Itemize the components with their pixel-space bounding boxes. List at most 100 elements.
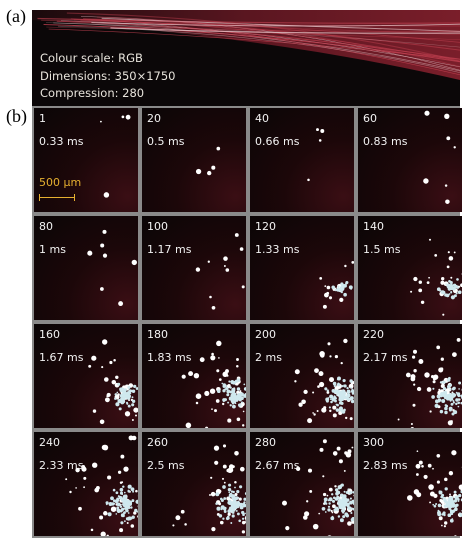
plume-particle [456,278,459,281]
particle [234,492,238,497]
streak-line [91,22,460,27]
plume-particle [446,284,450,288]
streak-line [48,28,460,60]
particle [439,499,443,503]
frame-time: 1.5 ms [363,243,401,256]
particle [446,136,451,141]
plume-particle [239,505,244,510]
plume-particle [451,392,455,395]
particle [294,380,297,383]
frame-image [195,146,221,176]
plume-particle [442,392,446,395]
plume-particle [337,285,340,288]
plume-particle [346,393,351,398]
particle [218,489,222,493]
plume-particle [232,399,236,404]
particle [320,353,325,358]
plume-particle [453,410,458,415]
frame-40: 40 0.66 ms [250,108,354,212]
particle [453,251,456,254]
particle [304,511,310,517]
particle [445,199,450,204]
plume-particle [116,508,121,513]
plume-particle [231,387,236,392]
plume-particle [332,381,337,386]
particle [232,465,235,468]
particle [312,391,315,394]
plume-particle [336,378,340,381]
particle [113,359,116,362]
particle [101,444,108,451]
particle [452,352,457,357]
particle [448,471,454,476]
plume-particle [241,510,245,515]
particle [454,535,457,536]
plume-particle [226,390,229,393]
particle [185,422,192,428]
particle [307,178,310,182]
plume-particle [448,393,451,397]
image-metadata: Colour scale: RGB Dimensions: 350×1750 C… [40,50,176,103]
streak-image-panel: Colour scale: RGB Dimensions: 350×1750 C… [32,10,460,106]
particle [307,468,313,473]
plume-particle [329,398,332,401]
plume-particle [340,502,343,505]
plume-particle [349,379,353,383]
particle [440,280,445,285]
frame-index: 240 [39,436,60,449]
particle [282,500,287,506]
plume-particle [448,280,451,283]
plume-particle [460,490,462,494]
plume-particle [127,485,131,489]
plume-particle [118,407,122,411]
particle [207,170,212,176]
plume-particle [243,497,246,501]
plume-particle [114,393,117,396]
plume-particle [458,388,460,390]
particle [216,369,220,373]
particle [410,376,416,382]
plume-particle [338,498,342,502]
frame-240: 240 2.33 ms [34,432,138,536]
plume-particle [442,386,447,391]
plume-particle [442,496,446,500]
particle [126,522,129,524]
particle [460,283,462,288]
plume-particle [438,490,443,495]
particle [294,369,300,375]
particle [450,420,453,423]
plume-particle [223,510,227,513]
particle [222,464,227,469]
plume-particle [131,403,135,407]
particle [334,485,337,488]
particle [121,115,125,119]
particle [423,474,428,479]
streak-lines [37,12,460,76]
plume-particle [327,499,330,502]
particle [214,409,217,413]
particle [236,364,239,368]
particle [241,530,246,534]
scale-bar [39,194,75,201]
particle [226,468,230,473]
plume-particle [222,485,226,489]
particle [336,446,341,451]
plume-particle [449,388,452,391]
frame-time: 0.83 ms [363,135,408,148]
particle [418,460,423,465]
plume-particle [222,517,225,520]
frame-sequence-grid: 1 0.33 ms 500 µm 20 0.5 ms 40 0.66 ms 60 0.83 ms… [32,106,462,538]
frame-image [319,261,354,309]
particle [109,360,113,365]
plume-particle [453,499,458,503]
frame-time: 0.5 ms [147,135,185,148]
frame-image [181,340,246,428]
particle [416,492,422,498]
particle [351,261,354,264]
particle [319,381,325,388]
particle [236,417,241,422]
plume-particle [338,406,343,411]
particle [424,372,430,378]
particle [100,243,105,248]
plume-particle [346,386,349,390]
